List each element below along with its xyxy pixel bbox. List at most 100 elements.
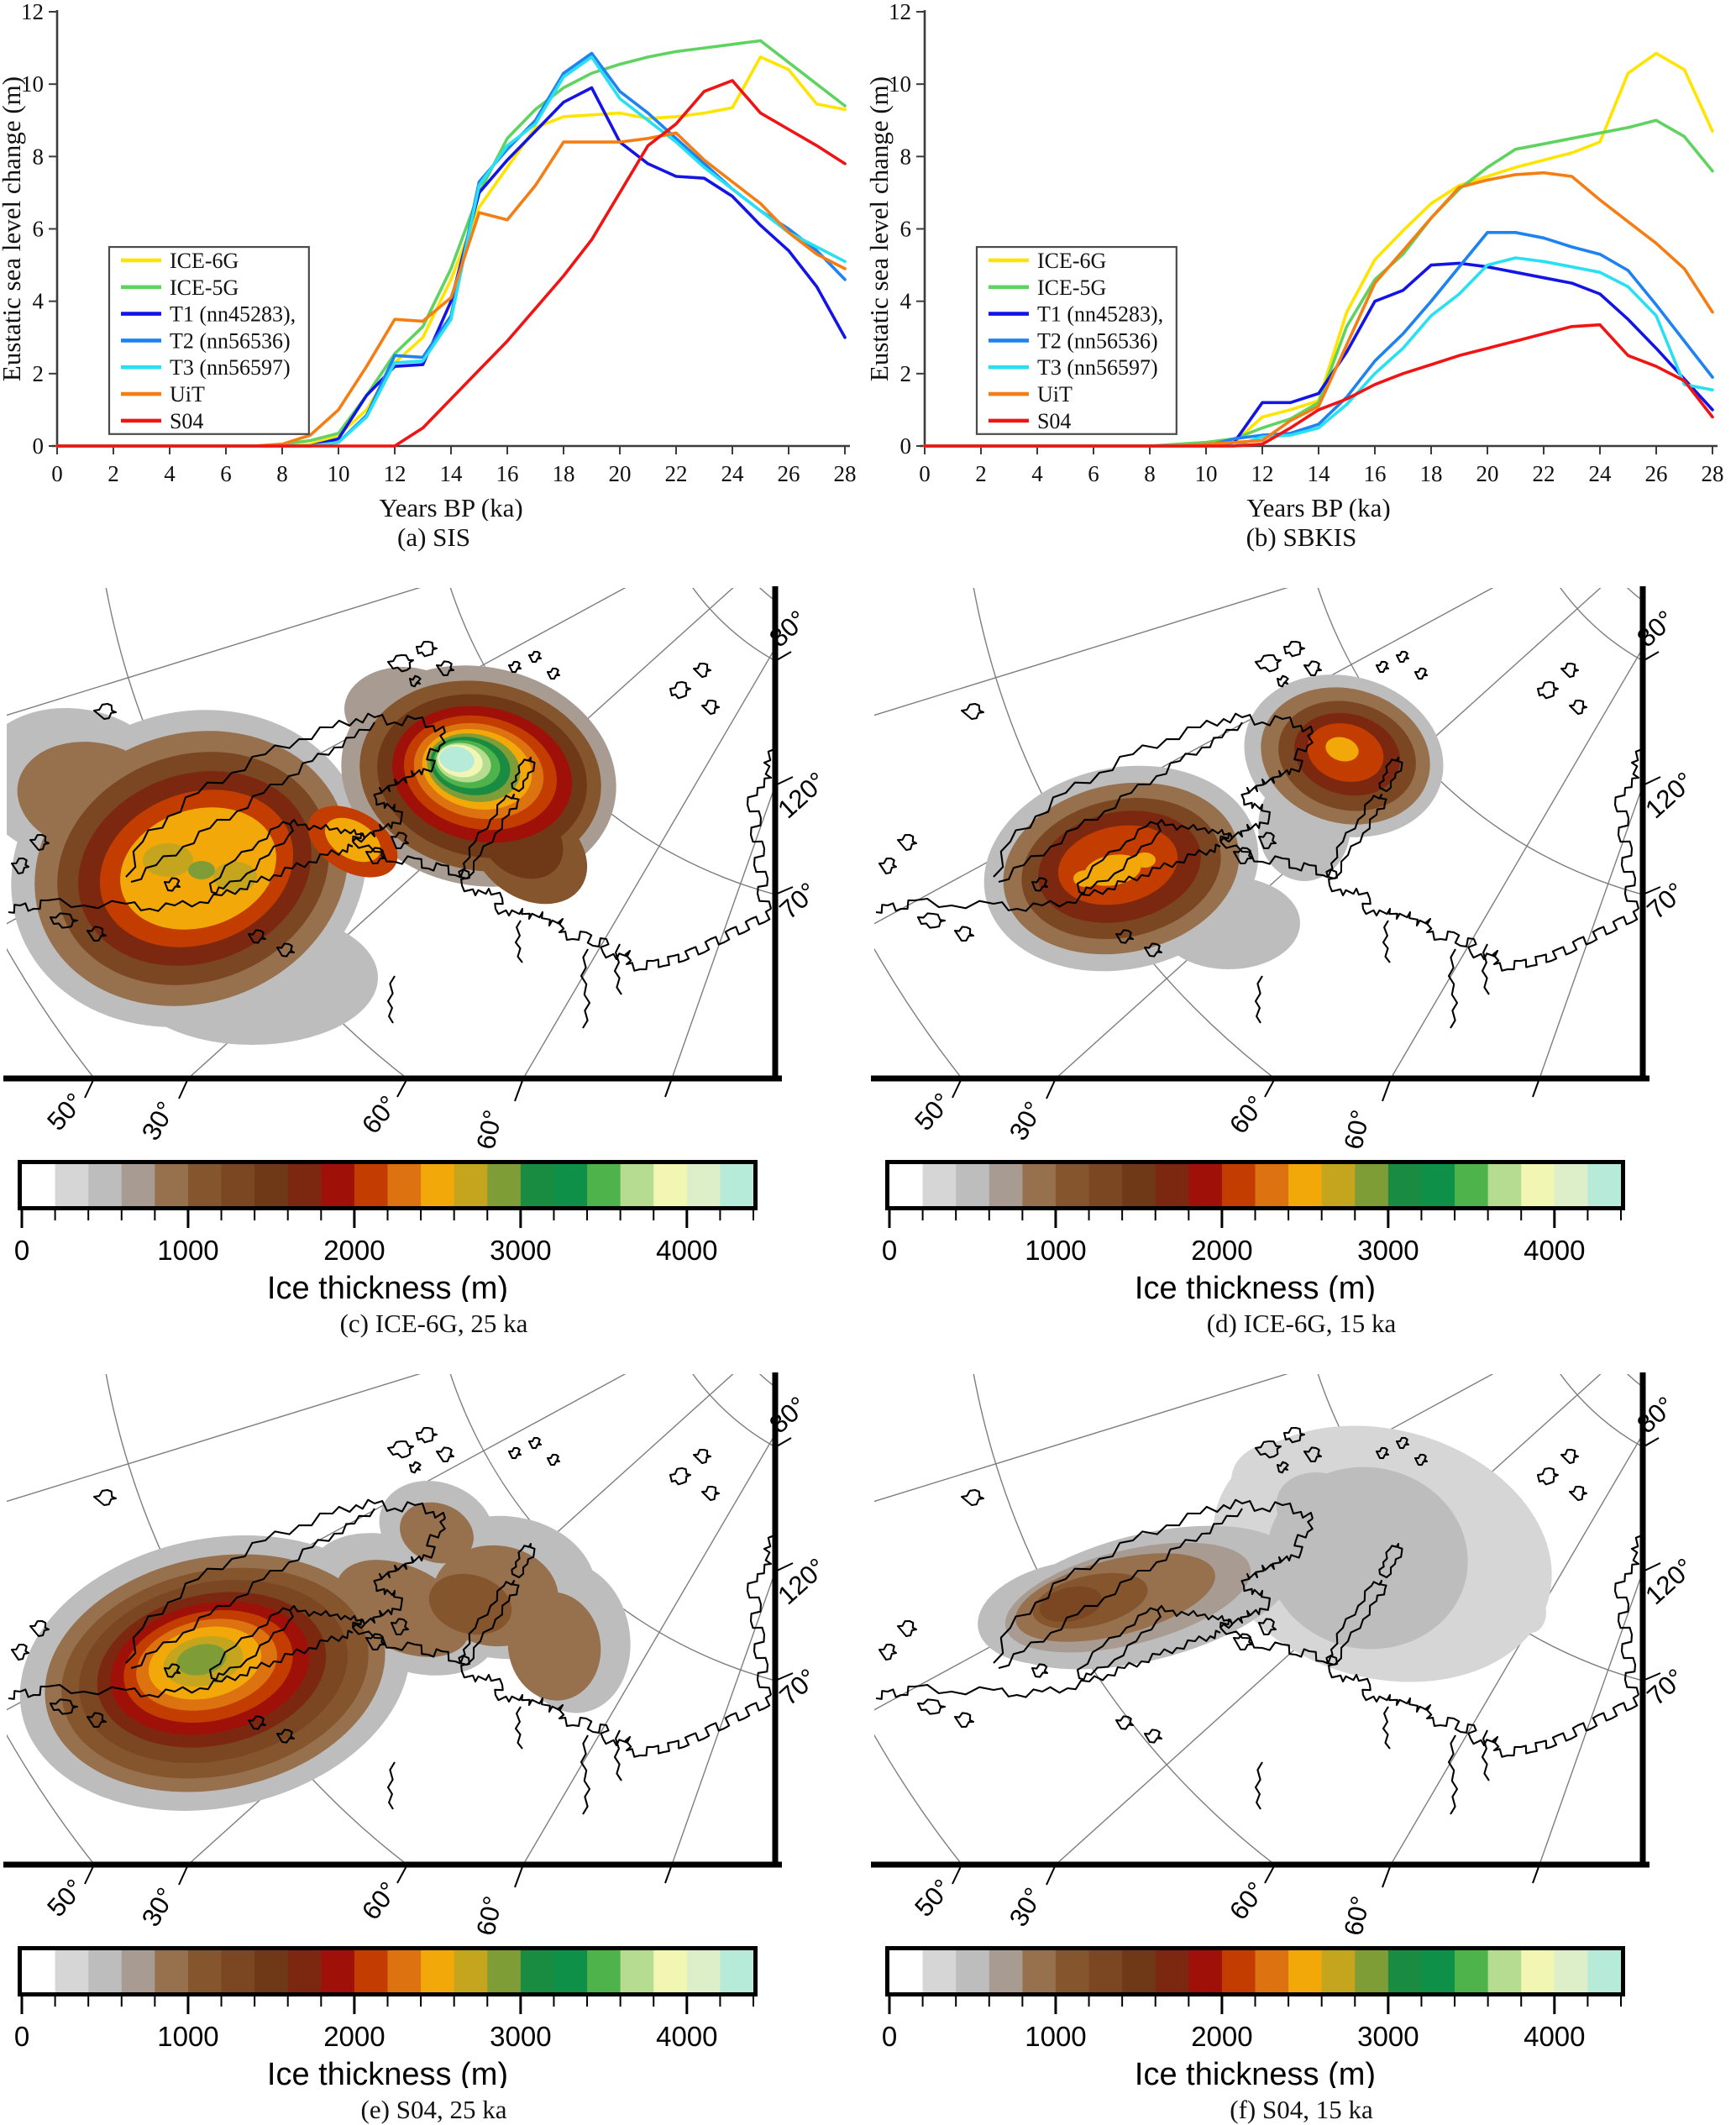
chart-sis: 0 2 4 6 8 10 12 14 16 18 20 22 24 26 28 0 2 4 6 8 10 12 Years …	[0, 0, 868, 521]
graticule-label-120: 120°	[772, 1552, 831, 1610]
graticule-stubs	[84, 1437, 794, 1888]
x-tick-label: 20	[609, 461, 632, 486]
colorbar-cell	[1088, 1950, 1123, 1992]
x-tick-label: 10	[1195, 461, 1218, 486]
colorbar-cell	[387, 1164, 422, 1206]
x-tick-label: 0	[919, 461, 931, 486]
graticule-label-30: 30°	[1004, 1882, 1049, 1931]
coastline	[875, 640, 1643, 1029]
legend-label: ICE-6G	[170, 249, 239, 273]
map-border	[871, 586, 1649, 1082]
colorbar-cell	[1321, 1164, 1356, 1206]
colorbar-cell	[1221, 1164, 1256, 1206]
map-border	[3, 586, 782, 1082]
caption-panel-e: (e) S04, 25 ka	[360, 2095, 507, 2124]
graticule-stubs	[952, 651, 1661, 1102]
colorbar-cell	[88, 1950, 123, 1992]
colorbar-tick-label: 3000	[1357, 1235, 1419, 1266]
colorbar-f: 0 1000 2000 3000 4000 Ice thickness (m)	[868, 1940, 1735, 2088]
graticule-stubs	[952, 1437, 1661, 1888]
colorbar-cell	[1088, 1164, 1123, 1206]
series-line-s04	[55, 79, 847, 448]
colorbar-cells	[22, 1164, 754, 1206]
colorbar-cell	[653, 1164, 688, 1206]
colorbar-cell	[1421, 1164, 1455, 1206]
graticule-label-120: 120°	[1639, 766, 1699, 824]
y-tick-label: 0	[900, 433, 912, 459]
y-tick-label: 8	[33, 144, 45, 169]
colorbar-cell	[487, 1950, 522, 1992]
colorbar-svg-2: 0 1000 2000 3000 4000 Ice thickness (m)	[14, 1946, 758, 2088]
colorbar-cell	[22, 1164, 56, 1206]
graticule-label-50: 50°	[909, 1873, 957, 1922]
graticule-label-30: 30°	[136, 1882, 181, 1931]
colorbar-tick-label: 0	[882, 2021, 897, 2052]
legend-label: ICE-5G	[1037, 275, 1106, 300]
y-tick-label: 12	[21, 0, 44, 24]
charts-row: 0 2 4 6 8 10 12 14 16 18 20 22 24 26 28 0 2 4 6 8 10 12 Years …	[0, 0, 1736, 553]
graticule-label-60b: 60°	[1339, 1107, 1376, 1152]
y-axis-title: Eustatic sea level change (m)	[0, 76, 26, 381]
colorbar-cell	[88, 1164, 123, 1206]
colorbar-cells	[889, 1950, 1622, 1992]
legend-label: T1 (nn45283),	[170, 302, 296, 327]
x-tick-label: 4	[1031, 461, 1043, 486]
colorbar-svg-3: 0 1000 2000 3000 4000 Ice thickness (m)	[882, 1946, 1625, 2088]
colorbar-cell	[720, 1950, 754, 1992]
colorbar-d: 0 1000 2000 3000 4000 Ice thickness (m)	[868, 1154, 1735, 1302]
chart-sbkis: 0 2 4 6 8 10 12 14 16 18 20 22 24 26 28 0 2 4 6 8 10 12 Years …	[868, 0, 1735, 521]
x-tick-label: 6	[1088, 461, 1099, 486]
y-axis-title: Eustatic sea level change (m)	[868, 76, 894, 381]
colorbar-cell	[922, 1950, 957, 1992]
graticule-label-30: 30°	[1004, 1096, 1049, 1145]
caption-panel-c: (c) ICE-6G, 25 ka	[339, 1309, 528, 1338]
colorbar-cell	[956, 1164, 990, 1206]
map-border	[871, 1372, 1649, 1868]
x-tick-label: 20	[1476, 461, 1499, 486]
colorbar-cell	[354, 1950, 389, 1992]
ice-contour	[1039, 1586, 1103, 1623]
y-tick-label: 6	[33, 217, 45, 242]
x-tick-label: 18	[1420, 461, 1443, 486]
colorbar-cell	[1255, 1950, 1289, 1992]
graticule-label-30: 30°	[136, 1096, 181, 1145]
y-tick-label: 4	[33, 289, 45, 314]
colorbar-cell	[1188, 1950, 1223, 1992]
graticule-label-70: 70°	[774, 877, 822, 925]
map-ice6g-15ka: 80° 120° 70° 50° 30° 60° 60°	[868, 575, 1735, 1154]
colorbar-cell	[1255, 1164, 1289, 1206]
colorbar-cell	[720, 1164, 754, 1206]
map-svg-f: 80°120°70°50° 30° 60° 60°	[871, 1372, 1699, 1938]
colorbar-cell	[922, 1164, 957, 1206]
chart-svg-b: 0 2 4 6 8 10 12 14 16 18 20 22 24 26 28024681012Years …	[868, 0, 1724, 521]
graticule-label-120: 120°	[1639, 1552, 1699, 1610]
panel-c: 80° 120° 70° 50° 30° 60° 60° 0 1000 2000 3000 4000…	[0, 575, 868, 1339]
colorbar-title: Ice thickness (m)	[1135, 2057, 1376, 2088]
colorbar-cell	[1554, 1950, 1589, 1992]
graticule-label-60b: 60°	[471, 1893, 508, 1938]
colorbar-cell	[187, 1164, 223, 1206]
y-tick-label: 6	[900, 217, 912, 242]
colorbar-tick-label: 1000	[157, 2021, 218, 2052]
x-tick-label: 10	[328, 461, 350, 486]
colorbar-cell	[1188, 1164, 1223, 1206]
map-svg-e: 80°120°70°50° 30° 60° 60°	[3, 1372, 831, 1938]
x-tick-label: 14	[1308, 461, 1331, 486]
graticule-label-60b: 60°	[1339, 1893, 1376, 1938]
map-area	[874, 1374, 1643, 1865]
colorbar-cell	[221, 1950, 255, 1992]
y-tick-label: 2	[900, 361, 912, 386]
colorbar-cell	[1022, 1950, 1057, 1992]
legend-label: T2 (nn56536)	[1037, 328, 1158, 353]
colorbar-cell	[1155, 1164, 1189, 1206]
x-tick-label: 6	[220, 461, 232, 486]
colorbar-frame	[18, 1946, 758, 1996]
panel-a: 0 2 4 6 8 10 12 14 16 18 20 22 24 26 28 0 2 4 6 8 10 12 Years …	[0, 0, 868, 553]
coastline	[875, 1426, 1643, 1815]
x-tick-label: 24	[721, 461, 745, 486]
x-tick-label: 14	[440, 461, 464, 486]
map-s04-15ka: 80° 120° 70° 50° 30° 60° 60°	[868, 1361, 1735, 1940]
ice-contour	[188, 861, 215, 879]
x-tick-label: 12	[384, 461, 406, 486]
colorbar-frame	[18, 1160, 758, 1210]
